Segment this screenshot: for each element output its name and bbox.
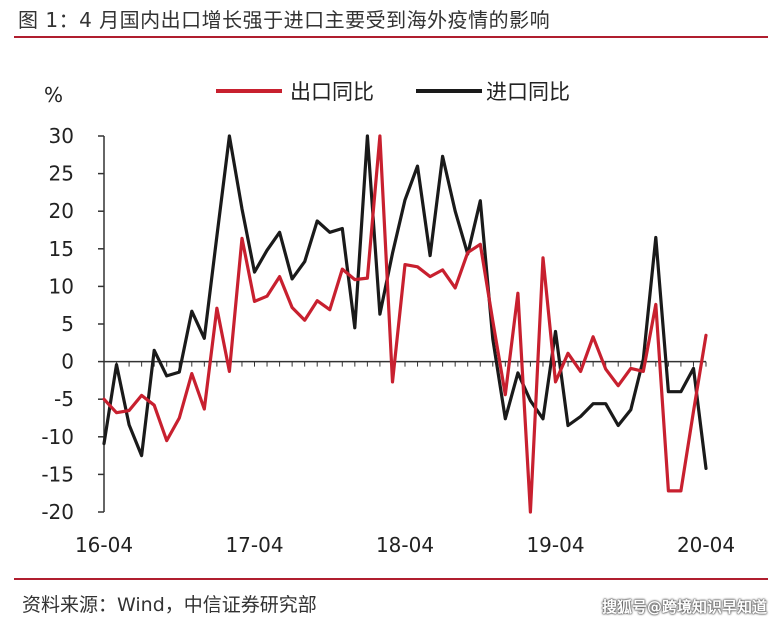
series-line-import xyxy=(102,134,708,470)
y-tick-label: 20 xyxy=(49,199,74,223)
y-tick-label: 0 xyxy=(61,350,74,374)
watermark: 搜狐号@跨境知识早知道 xyxy=(601,598,767,616)
source-note: 资料来源：Wind，中信证券研究部 xyxy=(22,594,317,616)
y-axis-unit-label: % xyxy=(44,83,63,107)
y-tick-label: -5 xyxy=(54,387,74,411)
y-tick-label: 5 xyxy=(61,312,74,336)
y-tick-label: -20 xyxy=(41,500,74,524)
x-tick-label: 16-04 xyxy=(75,533,133,557)
figure-title: 图 1：4 月国内出口增长强于进口主要受到海外疫情的影响 xyxy=(18,8,551,32)
series-layer xyxy=(102,134,708,514)
x-tick-label: 18-04 xyxy=(376,533,434,557)
y-tick-label: 30 xyxy=(49,124,74,148)
x-tick-label: 19-04 xyxy=(526,533,584,557)
y-tick-label: -10 xyxy=(41,425,74,449)
y-tick-label: 10 xyxy=(49,274,74,298)
legend-label: 进口同比 xyxy=(486,80,570,104)
series-line-export xyxy=(102,134,708,514)
x-tick-label: 20-04 xyxy=(677,533,735,557)
y-tick-label: 25 xyxy=(49,162,74,186)
title-divider xyxy=(14,36,768,38)
chart-legend: 出口同比 进口同比 xyxy=(216,80,570,104)
legend-label: 出口同比 xyxy=(290,80,374,104)
y-tick-label: 15 xyxy=(49,237,74,261)
x-tick-label: 17-04 xyxy=(225,533,283,557)
y-tick-label: -15 xyxy=(41,462,74,486)
source-divider xyxy=(14,578,768,580)
